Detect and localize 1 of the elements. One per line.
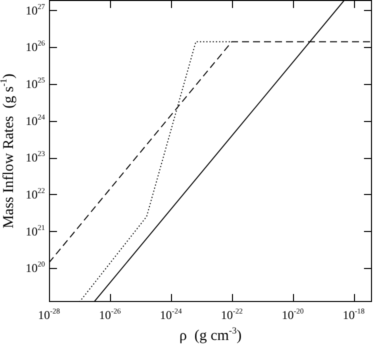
y-axis-title: Mass Inflow Rates (g s-1) — [0, 74, 17, 228]
